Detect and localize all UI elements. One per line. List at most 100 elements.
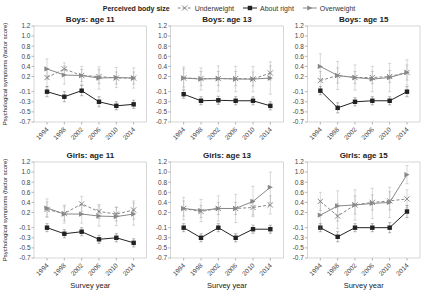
point-marker [62, 72, 67, 77]
error-bar [217, 96, 220, 104]
error-bar [388, 187, 391, 217]
error-bar [388, 97, 391, 105]
x-tick-label: 2002 [69, 261, 84, 276]
point-marker [387, 99, 391, 103]
x-tick-label: 2014 [121, 261, 136, 276]
y-tick-label: 0.4 [295, 199, 304, 206]
error-bar [132, 100, 135, 108]
x-tick [253, 122, 254, 125]
point-marker [250, 199, 255, 204]
y-tick-label: 0.6 [295, 53, 304, 60]
y-tick [168, 182, 171, 183]
y-tick-label: 0.4 [158, 63, 167, 70]
y-tick-label: -0.3 [156, 98, 168, 105]
y-tick [305, 56, 308, 57]
x-tick [407, 122, 408, 125]
error-bar [63, 92, 66, 102]
error-bar [217, 66, 220, 91]
x-tick [355, 258, 356, 261]
error-bar [132, 239, 135, 247]
y-tick [305, 162, 308, 163]
point-marker [181, 225, 185, 229]
y-tick [168, 192, 171, 193]
point-marker [335, 203, 340, 208]
y-tick [168, 91, 171, 92]
y-tick-label: 0.2 [21, 73, 30, 80]
x-tick [270, 258, 271, 261]
x-tick-label: 1998 [325, 125, 340, 140]
series [318, 87, 409, 113]
y-axis-label: Psychological symptoms (factor score) [2, 159, 8, 262]
error-bar [371, 224, 374, 232]
point-marker [251, 227, 255, 231]
point-marker [268, 185, 273, 190]
y-tick-label: -0.3 [156, 234, 168, 241]
y-tick [168, 76, 171, 77]
legend-marker [182, 5, 187, 10]
y-tick [168, 212, 171, 213]
plot-frame [34, 162, 147, 258]
series [45, 224, 136, 247]
point-marker [45, 225, 49, 229]
x-tick [320, 258, 321, 261]
x-tick [201, 258, 202, 261]
y-tick [32, 66, 35, 67]
y-tick-label: -0.7 [156, 254, 168, 261]
x-tick [337, 122, 338, 125]
point-marker [216, 98, 220, 102]
x-tick-label: 1994 [35, 125, 50, 140]
y-tick [168, 36, 171, 37]
point-marker [370, 225, 374, 229]
y-tick [32, 36, 35, 37]
error-bar [269, 102, 272, 110]
point-marker [131, 75, 136, 80]
point-marker [250, 76, 255, 81]
x-tick-label: 2014 [258, 261, 273, 276]
legend-marker [248, 6, 252, 10]
x-tick-label: 2010 [104, 261, 119, 276]
point-marker [198, 76, 203, 81]
y-tick-label: 0.8 [295, 43, 304, 50]
error-bar [45, 199, 48, 217]
y-tick-label: -0.3 [293, 98, 305, 105]
x-tick [81, 258, 82, 261]
error-bar [336, 103, 339, 113]
y-tick [168, 258, 171, 259]
x-tick-label: 1998 [52, 261, 67, 276]
x-tick-label: 2006 [87, 261, 102, 276]
plot-frame [34, 26, 147, 122]
y-tick [305, 111, 308, 112]
series-line [320, 212, 407, 237]
y-tick-label: 0.8 [21, 179, 30, 186]
y-tick [32, 46, 35, 47]
error-bar [80, 228, 83, 236]
x-tick [407, 258, 408, 261]
y-tick [168, 227, 171, 228]
x-tick [320, 122, 321, 125]
y-tick-label: 1.2 [295, 158, 304, 165]
series-line [184, 73, 271, 79]
error-bar [353, 98, 356, 106]
y-tick-label: 1.2 [21, 22, 30, 29]
y-tick [168, 202, 171, 203]
series [181, 62, 273, 94]
y-tick-label: -0.5 [293, 108, 305, 115]
point-marker [387, 225, 391, 229]
series [44, 196, 136, 221]
x-tick [116, 258, 117, 261]
y-tick-label: 0.6 [21, 53, 30, 60]
series [44, 63, 136, 87]
series-line [320, 199, 407, 216]
series [181, 172, 273, 223]
y-tick-label: 0.8 [158, 43, 167, 50]
legend-item: About right [243, 5, 294, 13]
y-tick [32, 247, 35, 248]
series [318, 166, 410, 230]
x-tick-label: 2006 [360, 261, 375, 276]
y-tick-label: -0.3 [293, 234, 305, 241]
plot-frame [171, 26, 284, 122]
x-tick-label: 2006 [360, 125, 375, 140]
point-marker [233, 236, 237, 240]
y-tick [32, 212, 35, 213]
point-marker [370, 99, 374, 103]
